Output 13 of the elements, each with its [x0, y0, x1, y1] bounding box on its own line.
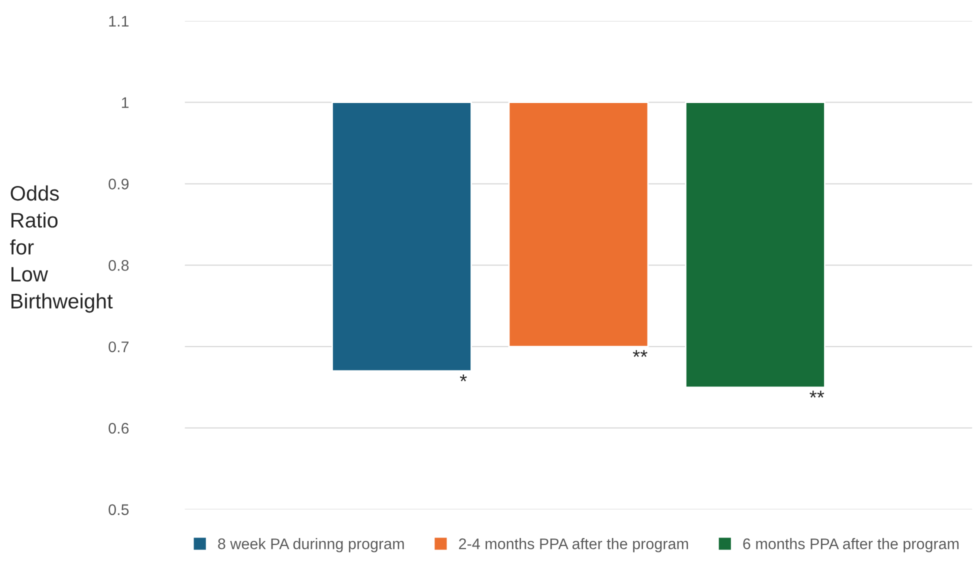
y-tick-label: 0.9	[108, 178, 129, 190]
annotation: **	[810, 390, 824, 398]
y-tick-label: 0.5	[108, 504, 129, 516]
y-tick-label: 1.1	[109, 16, 129, 26]
annotation: *	[460, 374, 467, 382]
legend-label: 2-4 months PPA after the program	[459, 538, 688, 552]
y-tick-label: 0.6	[108, 422, 129, 434]
annotation: **	[632, 350, 648, 357]
legend-label: 6 months PPA after the program	[743, 538, 959, 552]
y-tick-label: 0.7	[108, 341, 129, 352]
y-tick-label: 1	[122, 97, 129, 108]
legend-label: 8 week PA durinng program	[218, 538, 404, 552]
y-tick-label: 0.8	[108, 260, 129, 271]
